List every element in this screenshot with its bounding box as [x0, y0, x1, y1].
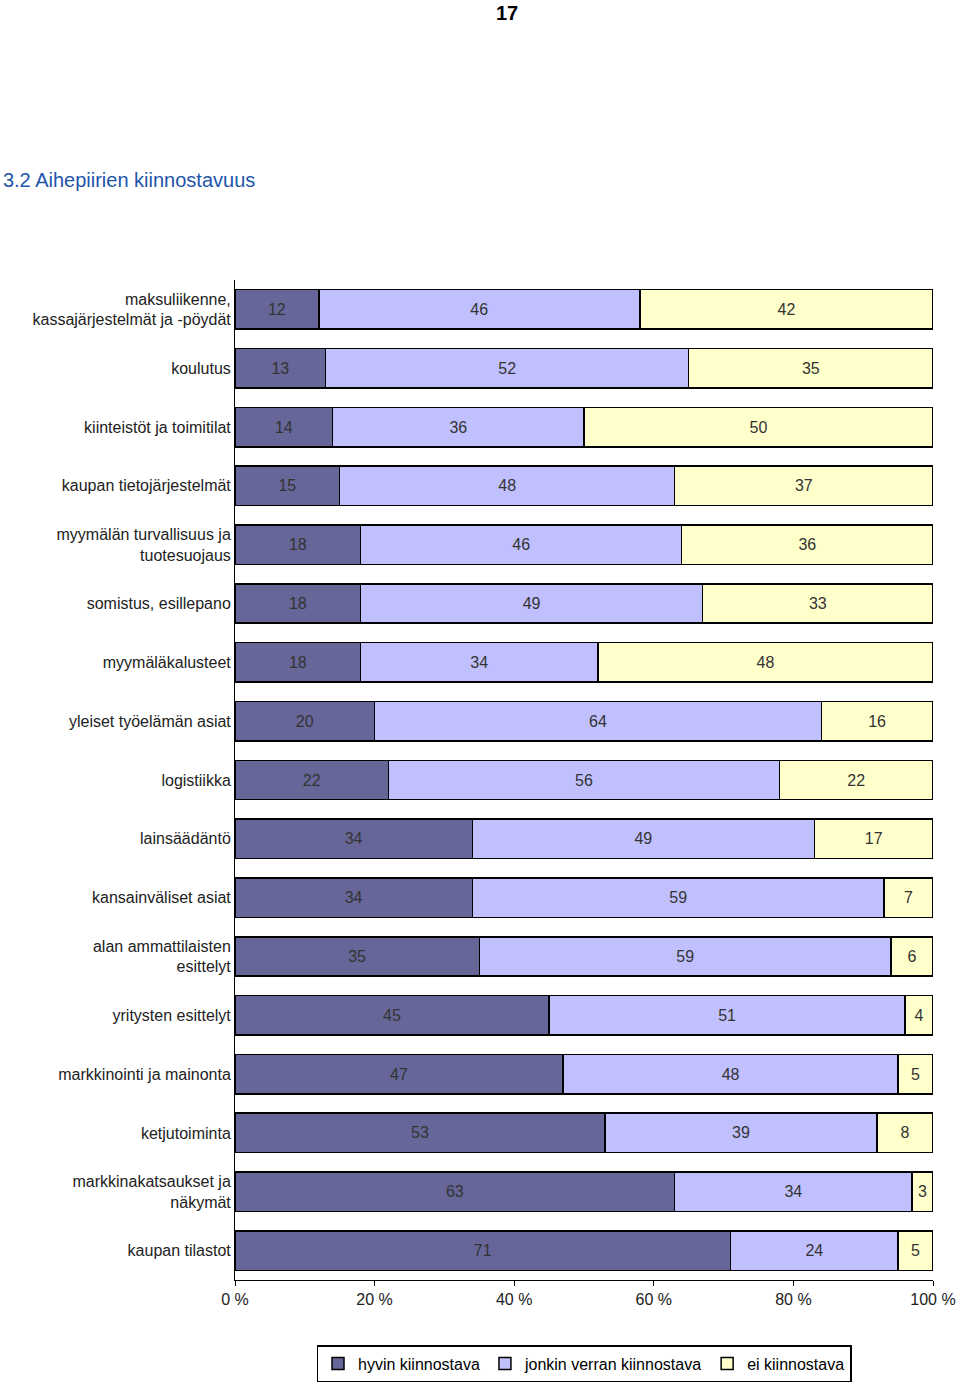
- svg-text:3: 3: [918, 1183, 927, 1200]
- svg-text:16: 16: [868, 713, 886, 730]
- svg-text:4: 4: [915, 1007, 924, 1024]
- svg-text:myymäläkalusteet: myymäläkalusteet: [103, 654, 232, 671]
- svg-text:myymälän turvallisuus jatuotes: myymälän turvallisuus jatuotesuojaus: [57, 526, 231, 564]
- svg-text:ei kiinnostava: ei kiinnostava: [747, 1356, 844, 1373]
- svg-text:hyvin kiinnostava: hyvin kiinnostava: [358, 1356, 480, 1373]
- svg-text:80 %: 80 %: [775, 1291, 811, 1308]
- svg-text:18: 18: [289, 595, 307, 612]
- svg-text:somistus, esillepano: somistus, esillepano: [87, 595, 231, 612]
- svg-text:jonkin verran kiinnostava: jonkin verran kiinnostava: [524, 1356, 701, 1373]
- svg-text:100 %: 100 %: [910, 1291, 955, 1308]
- svg-text:52: 52: [498, 360, 516, 377]
- svg-text:36: 36: [798, 536, 816, 553]
- svg-text:14: 14: [275, 419, 293, 436]
- svg-text:47: 47: [390, 1066, 408, 1083]
- svg-text:20 %: 20 %: [356, 1291, 392, 1308]
- svg-text:33: 33: [809, 595, 827, 612]
- svg-text:17: 17: [496, 2, 518, 24]
- svg-text:8: 8: [901, 1124, 910, 1141]
- svg-text:48: 48: [722, 1066, 740, 1083]
- svg-text:40 %: 40 %: [496, 1291, 532, 1308]
- svg-text:ketjutoiminta: ketjutoiminta: [141, 1125, 231, 1142]
- svg-text:0 %: 0 %: [221, 1291, 249, 1308]
- svg-text:yritysten esittelyt: yritysten esittelyt: [113, 1007, 232, 1024]
- svg-text:24: 24: [805, 1242, 823, 1259]
- svg-text:17: 17: [865, 830, 883, 847]
- svg-text:59: 59: [676, 948, 694, 965]
- svg-text:markkinakatsaukset janäkymät: markkinakatsaukset janäkymät: [73, 1173, 232, 1211]
- svg-text:5: 5: [911, 1066, 920, 1083]
- svg-text:48: 48: [757, 654, 775, 671]
- svg-text:71: 71: [474, 1242, 492, 1259]
- svg-text:53: 53: [411, 1124, 429, 1141]
- svg-text:42: 42: [777, 301, 795, 318]
- svg-text:kiinteistöt ja toimitilat: kiinteistöt ja toimitilat: [84, 419, 231, 436]
- svg-text:18: 18: [289, 654, 307, 671]
- svg-text:maksuliikenne,kassajärjestelmä: maksuliikenne,kassajärjestelmät ja -pöyd…: [32, 291, 231, 329]
- svg-text:34: 34: [470, 654, 488, 671]
- svg-text:63: 63: [446, 1183, 464, 1200]
- svg-text:45: 45: [383, 1007, 401, 1024]
- svg-text:60 %: 60 %: [636, 1291, 672, 1308]
- svg-text:50: 50: [750, 419, 768, 436]
- svg-text:5: 5: [911, 1242, 920, 1259]
- svg-text:22: 22: [303, 772, 321, 789]
- svg-text:48: 48: [498, 477, 516, 494]
- svg-text:markkinointi ja mainonta: markkinointi ja mainonta: [58, 1066, 231, 1083]
- svg-text:36: 36: [449, 419, 467, 436]
- svg-text:yleiset työelämän asiat: yleiset työelämän asiat: [69, 713, 231, 730]
- svg-text:kansainväliset asiat: kansainväliset asiat: [92, 889, 231, 906]
- svg-text:37: 37: [795, 477, 813, 494]
- svg-text:46: 46: [512, 536, 530, 553]
- svg-text:6: 6: [908, 948, 917, 965]
- svg-text:34: 34: [784, 1183, 802, 1200]
- svg-text:kaupan tilastot: kaupan tilastot: [128, 1242, 232, 1259]
- svg-text:22: 22: [847, 772, 865, 789]
- svg-text:59: 59: [669, 889, 687, 906]
- svg-text:13: 13: [271, 360, 289, 377]
- svg-text:20: 20: [296, 713, 314, 730]
- svg-text:35: 35: [802, 360, 820, 377]
- svg-text:18: 18: [289, 536, 307, 553]
- svg-text:kaupan tietojärjestelmät: kaupan tietojärjestelmät: [62, 477, 232, 494]
- svg-text:koulutus: koulutus: [171, 360, 231, 377]
- svg-text:56: 56: [575, 772, 593, 789]
- svg-text:34: 34: [345, 830, 363, 847]
- svg-text:46: 46: [470, 301, 488, 318]
- svg-text:39: 39: [732, 1124, 750, 1141]
- svg-text:49: 49: [634, 830, 652, 847]
- svg-text:35: 35: [348, 948, 366, 965]
- svg-text:alan ammattilaistenesittelyt: alan ammattilaistenesittelyt: [93, 938, 231, 976]
- svg-text:12: 12: [268, 301, 286, 318]
- svg-text:7: 7: [904, 889, 913, 906]
- svg-text:lainsäädäntö: lainsäädäntö: [140, 830, 231, 847]
- svg-text:34: 34: [345, 889, 363, 906]
- svg-text:15: 15: [278, 477, 296, 494]
- svg-text:51: 51: [718, 1007, 736, 1024]
- svg-text:3.2 Aihepiirien kiinnostavuus: 3.2 Aihepiirien kiinnostavuus: [3, 169, 255, 191]
- svg-text:64: 64: [589, 713, 607, 730]
- svg-text:logistiikka: logistiikka: [161, 772, 230, 789]
- svg-text:49: 49: [523, 595, 541, 612]
